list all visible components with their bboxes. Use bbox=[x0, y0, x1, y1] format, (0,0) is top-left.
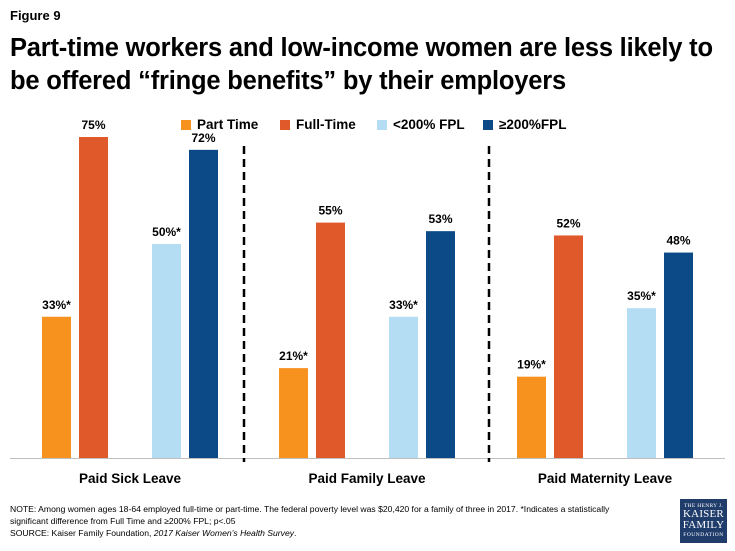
legend-item-above-200-fpl: ≥200%FPL bbox=[483, 117, 566, 132]
note-line-1: NOTE: Among women ages 18-64 employed fu… bbox=[10, 504, 610, 514]
bar-paid-maternity-leave-above-200-fpl bbox=[664, 252, 693, 458]
legend-swatch-below-200-fpl bbox=[377, 119, 387, 130]
legend-item-below-200-fpl: <200% FPL bbox=[377, 117, 465, 132]
logo-line-3: FAMILY bbox=[682, 519, 725, 531]
bar-paid-sick-leave-part-time bbox=[42, 316, 71, 458]
data-label-paid-sick-leave-above-200-fpl: 72% bbox=[191, 131, 215, 145]
bar-paid-sick-leave-below-200-fpl bbox=[152, 244, 181, 458]
logo-line-1: THE HENRY J. bbox=[684, 503, 723, 509]
data-label-paid-sick-leave-below-200-fpl: 50%* bbox=[152, 225, 181, 239]
data-label-paid-maternity-leave-full-time: 52% bbox=[556, 216, 580, 230]
bar-paid-sick-leave-full-time bbox=[79, 137, 108, 458]
bar-paid-family-leave-below-200-fpl bbox=[389, 316, 418, 458]
data-label-paid-family-leave-below-200-fpl: 33%* bbox=[389, 298, 418, 312]
source-line: SOURCE: Kaiser Family Foundation, 2017 K… bbox=[10, 527, 670, 539]
data-label-paid-maternity-leave-below-200-fpl: 35%* bbox=[627, 289, 656, 303]
legend-swatch-above-200-fpl bbox=[483, 119, 493, 130]
legend-label-part-time: Part Time bbox=[197, 117, 259, 132]
source-prefix: SOURCE: Kaiser Family Foundation, bbox=[10, 528, 154, 539]
bar-paid-family-leave-part-time bbox=[279, 368, 308, 458]
data-label-paid-sick-leave-part-time: 33%* bbox=[42, 298, 71, 312]
bar-paid-maternity-leave-part-time bbox=[517, 376, 546, 458]
data-label-paid-family-leave-part-time: 21%* bbox=[279, 349, 308, 363]
kff-logo: THE HENRY J. KAISER FAMILY FOUNDATION bbox=[680, 499, 727, 543]
source-suffix: . bbox=[294, 528, 297, 539]
data-label-paid-maternity-leave-part-time: 19%* bbox=[517, 358, 546, 372]
legend-label-above-200-fpl: ≥200%FPL bbox=[499, 117, 567, 132]
logo-line-2: KAISER bbox=[683, 508, 724, 520]
data-label-paid-maternity-leave-above-200-fpl: 48% bbox=[666, 234, 690, 248]
bar-paid-sick-leave-above-200-fpl bbox=[189, 149, 218, 458]
logo-line-4: FOUNDATION bbox=[683, 532, 724, 538]
category-label-paid-maternity-leave: Paid Maternity Leave bbox=[538, 471, 673, 486]
bar-paid-family-leave-above-200-fpl bbox=[426, 231, 455, 458]
legend-swatch-full-time bbox=[280, 119, 290, 130]
bar-paid-maternity-leave-full-time bbox=[554, 235, 583, 458]
note-line-2: significant difference from Full Time an… bbox=[10, 516, 236, 527]
footnote: NOTE: Among women ages 18-64 employed fu… bbox=[10, 503, 670, 540]
category-label-paid-family-leave: Paid Family Leave bbox=[308, 471, 426, 486]
legend-item-full-time: Full-Time bbox=[280, 117, 356, 132]
legend-label-full-time: Full-Time bbox=[296, 117, 356, 132]
legend-swatch-part-time bbox=[181, 119, 191, 130]
data-label-paid-family-leave-full-time: 55% bbox=[318, 204, 342, 218]
chart-title: Part-time workers and low-income women a… bbox=[10, 34, 713, 95]
bar-paid-family-leave-full-time bbox=[316, 222, 345, 458]
legend-label-below-200-fpl: <200% FPL bbox=[393, 117, 465, 132]
chart-legend: Part Time Full-Time <200% FPL ≥200%FPL bbox=[0, 117, 735, 137]
data-label-paid-sick-leave-full-time: 75% bbox=[81, 118, 105, 132]
data-label-paid-family-leave-above-200-fpl: 53% bbox=[428, 212, 452, 226]
category-label-paid-sick-leave: Paid Sick Leave bbox=[79, 471, 182, 486]
source-title: 2017 Kaiser Women’s Health Survey bbox=[153, 528, 295, 539]
figure-label: Figure 9 bbox=[10, 8, 61, 23]
legend-item-part-time: Part Time bbox=[181, 117, 258, 132]
bar-paid-maternity-leave-below-200-fpl bbox=[627, 308, 656, 458]
